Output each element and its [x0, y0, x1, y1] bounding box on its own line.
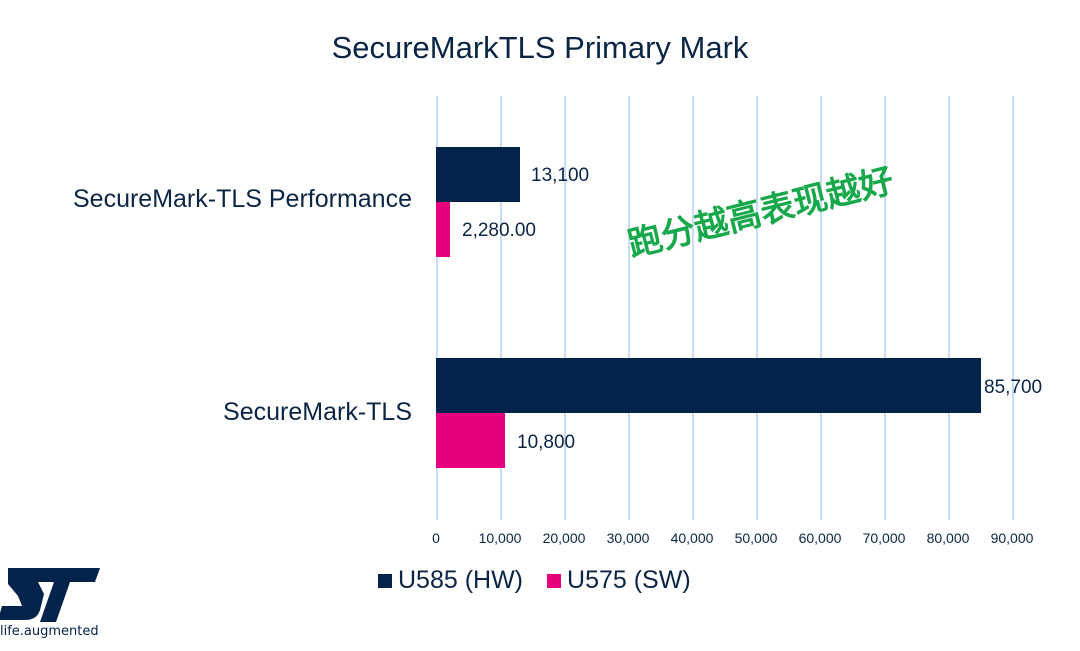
x-tick: 50,000	[734, 530, 778, 546]
gridline	[500, 96, 502, 520]
legend-item-u575: U575 (SW)	[547, 566, 691, 595]
x-tick: 20,000	[542, 530, 586, 546]
gridline	[436, 96, 438, 520]
bar-u575-securemark-tls	[436, 413, 505, 468]
x-tick: 30,000	[606, 530, 650, 546]
x-tick: 10,000	[478, 530, 522, 546]
legend-swatch-icon	[547, 573, 562, 588]
gridline	[820, 96, 822, 520]
legend-swatch-icon	[378, 573, 392, 588]
legend: U585 (HW) U575 (SW)	[378, 566, 715, 595]
legend-label: U575 (SW)	[567, 566, 691, 594]
st-logo-icon	[0, 568, 100, 622]
gridline	[884, 96, 886, 520]
logo-tagline: life.augmented	[0, 624, 99, 639]
gridline	[692, 96, 694, 520]
x-tick: 0	[432, 530, 440, 546]
gridline	[756, 96, 758, 520]
plot-area: 13,100 2,280.00 85,700 10,800	[436, 96, 1056, 520]
bar-u585-securemark-tls	[436, 358, 981, 413]
legend-label: U585 (HW)	[398, 566, 524, 594]
value-label: 13,100	[531, 165, 590, 186]
bar-u585-performance	[436, 147, 520, 202]
x-tick: 70,000	[862, 530, 906, 546]
gridline	[948, 96, 950, 520]
x-tick: 60,000	[798, 530, 842, 546]
bar-u575-performance	[436, 202, 450, 257]
chart-title: SecureMarkTLS Primary Mark	[331, 30, 749, 65]
x-tick: 90,000	[990, 530, 1034, 546]
gridline	[1012, 96, 1014, 520]
value-label: 10,800	[517, 432, 576, 453]
gridline	[628, 96, 630, 520]
value-label: 85,700	[984, 377, 1043, 398]
x-tick: 80,000	[926, 530, 970, 546]
value-label: 2,280.00	[462, 220, 536, 241]
gridline	[564, 96, 566, 520]
legend-item-u585: U585 (HW)	[378, 566, 523, 595]
category-label: SecureMark-TLS	[223, 398, 412, 426]
x-tick: 40,000	[670, 530, 714, 546]
category-label: SecureMark-TLS Performance	[72, 185, 412, 213]
